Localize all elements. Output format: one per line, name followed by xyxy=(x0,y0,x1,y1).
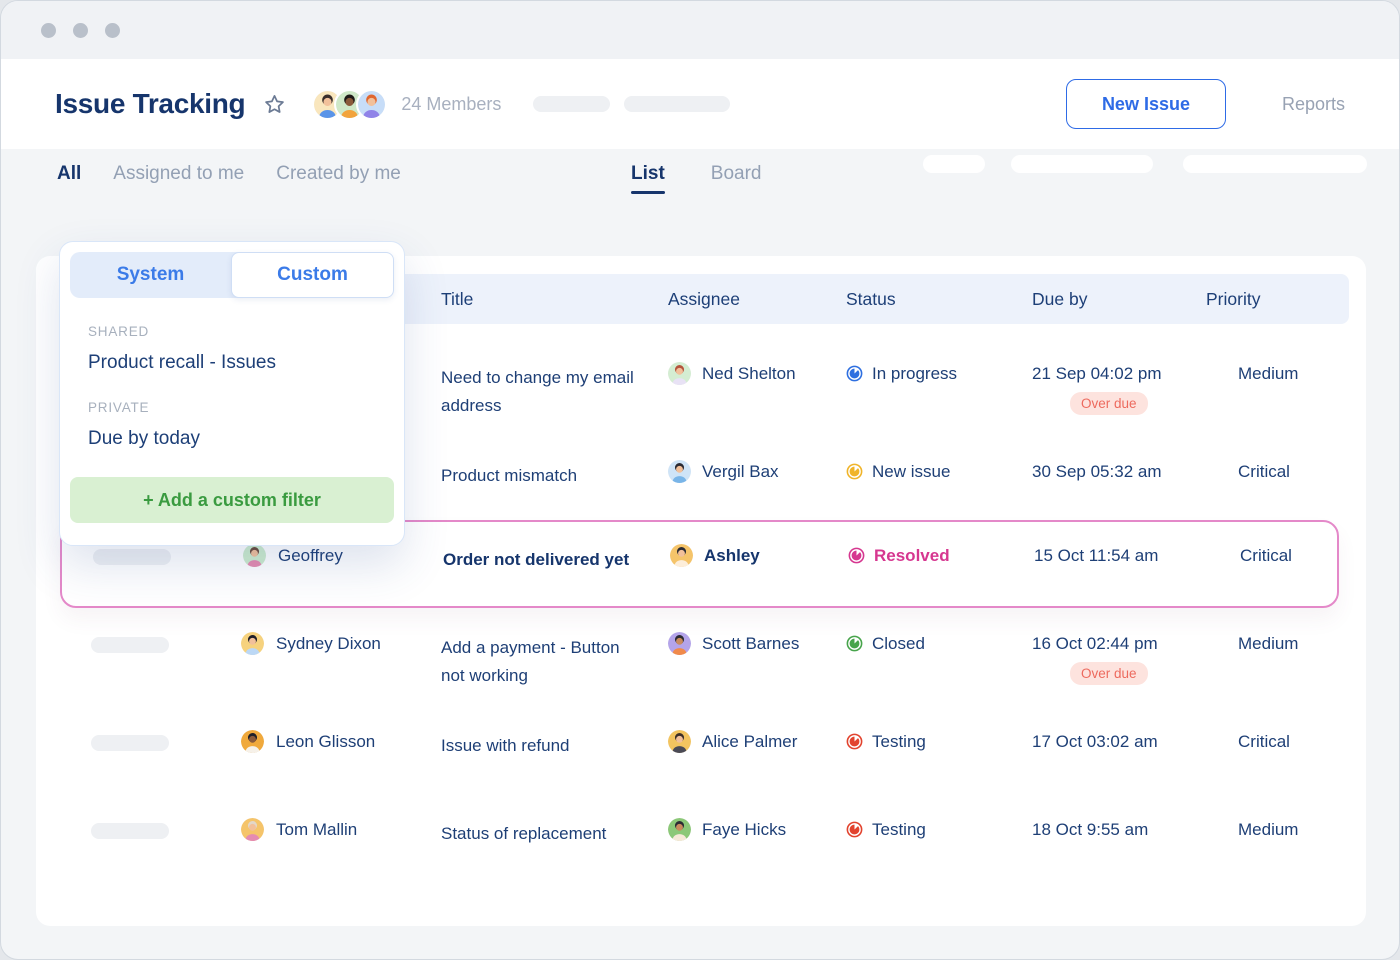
new-issue-button[interactable]: New Issue xyxy=(1065,79,1226,129)
issue-title[interactable]: Need to change my email address xyxy=(441,368,634,415)
status-label: Testing xyxy=(872,820,926,839)
issue-title[interactable]: Order not delivered yet xyxy=(443,550,630,569)
priority-value: Medium xyxy=(1238,364,1299,383)
status-resolved-icon xyxy=(848,547,865,564)
table-row[interactable]: Leon Glisson Issue with refund Alice Pal… xyxy=(60,712,1349,796)
due-date: 17 Oct 03:02 am xyxy=(1032,732,1158,751)
status-label: Testing xyxy=(872,732,926,751)
reporter-name: Leon Glisson xyxy=(276,732,376,751)
due-date: 21 Sep 04:02 pm xyxy=(1032,364,1162,383)
assignee-avatar xyxy=(668,818,691,841)
table-row[interactable]: Product mismatch Vergil Bax New issue 30… xyxy=(60,446,1349,516)
window-dot-3[interactable] xyxy=(105,22,120,38)
assignee-name: Vergil Bax xyxy=(702,462,779,481)
due-date: 15 Oct 11:54 am xyxy=(1034,546,1159,565)
assignee-name: Scott Barnes xyxy=(702,634,800,653)
status-label: New issue xyxy=(872,462,951,481)
skeleton-pill xyxy=(91,823,169,839)
filter-item-due-by-today[interactable]: Due by today xyxy=(88,428,200,449)
assignee-name: Alice Palmer xyxy=(702,732,798,751)
status-label: Closed xyxy=(872,634,925,653)
status-testing-icon xyxy=(846,821,863,838)
column-header-due-by[interactable]: Due by xyxy=(1032,288,1088,309)
skeleton-pill xyxy=(91,637,169,653)
due-date: 16 Oct 02:44 pm xyxy=(1032,634,1158,653)
window-titlebar xyxy=(1,1,1399,59)
table-row[interactable]: Tom Mallin Status of replacement Faye Hi… xyxy=(60,796,1349,882)
toolbar-skeleton-pill xyxy=(923,155,985,173)
tab-system-filters[interactable]: System xyxy=(116,264,185,285)
filter-item-product-recall[interactable]: Product recall - Issues xyxy=(88,352,276,373)
priority-value: Critical xyxy=(1238,462,1290,481)
assignee-name: Ned Shelton xyxy=(702,364,796,383)
filter-type-segmented-control: System Custom xyxy=(70,252,394,298)
overdue-badge: Over due xyxy=(1070,662,1148,685)
issue-title[interactable]: Issue with refund xyxy=(441,736,570,755)
reporter-avatar xyxy=(241,730,264,753)
header-skeleton-pill xyxy=(624,96,731,112)
issue-title[interactable]: Add a payment - Button not working xyxy=(441,638,620,685)
issue-title[interactable]: Product mismatch xyxy=(441,466,578,485)
tab-assigned-to-me[interactable]: Assigned to me xyxy=(113,163,245,184)
tabs-row: All Assigned to me Created by me List Bo… xyxy=(1,149,1399,207)
skeleton-pill xyxy=(91,735,169,751)
column-header-assignee[interactable]: Assignee xyxy=(668,288,740,309)
status-label: In progress xyxy=(872,364,958,383)
tab-all[interactable]: All xyxy=(57,163,82,184)
header-skeleton-pill xyxy=(533,96,611,112)
shared-section-label: SHARED xyxy=(88,324,150,339)
reporter-name: Geoffrey xyxy=(278,546,343,565)
filters-popup: System Custom SHARED Product recall - Is… xyxy=(59,241,405,546)
window-dot-1[interactable] xyxy=(41,22,56,38)
table-row[interactable]: Sydney Dixon Add a payment - Button not … xyxy=(60,608,1349,712)
tab-board-view[interactable]: Board xyxy=(710,163,762,184)
status-testing-icon xyxy=(846,733,863,750)
reporter-avatar xyxy=(241,632,264,655)
tab-created-by-me[interactable]: Created by me xyxy=(276,163,401,184)
add-custom-filter-button[interactable]: + Add a custom filter xyxy=(70,477,394,523)
assignee-avatar xyxy=(670,544,693,567)
due-date: 18 Oct 9:55 am xyxy=(1032,820,1149,839)
app-header: Issue Tracking 24 Members New Issue Repo… xyxy=(1,59,1399,149)
priority-value: Medium xyxy=(1238,820,1299,839)
assignee-name: Ashley xyxy=(704,546,760,565)
status-closed-icon xyxy=(846,635,863,652)
members-count: 24 Members xyxy=(401,93,502,114)
reporter-name: Sydney Dixon xyxy=(276,634,381,653)
due-date: 30 Sep 05:32 am xyxy=(1032,462,1162,481)
column-header-status[interactable]: Status xyxy=(846,288,896,309)
status-in-progress-icon xyxy=(846,365,863,382)
member-avatars[interactable] xyxy=(312,88,388,120)
column-header-title[interactable]: Title xyxy=(441,288,474,309)
skeleton-pill xyxy=(93,549,171,565)
assignee-avatar xyxy=(668,362,691,385)
priority-value: Critical xyxy=(1238,732,1290,751)
private-section-label: PRIVATE xyxy=(88,400,150,415)
reporter-avatar xyxy=(243,544,266,567)
toolbar-skeleton-pill xyxy=(1183,155,1367,173)
toolbar-skeleton-pill xyxy=(1011,155,1153,173)
status-label: Resolved xyxy=(874,546,950,565)
assignee-avatar xyxy=(668,460,691,483)
tab-custom-filters[interactable]: Custom xyxy=(231,252,394,298)
favorite-star-icon[interactable] xyxy=(263,93,286,116)
priority-value: Medium xyxy=(1238,634,1299,653)
status-new-issue-icon xyxy=(846,463,863,480)
column-header-priority[interactable]: Priority xyxy=(1206,288,1261,309)
tab-list-view[interactable]: List xyxy=(631,163,665,194)
overdue-badge: Over due xyxy=(1070,392,1148,415)
assignee-avatar xyxy=(668,632,691,655)
member-avatar xyxy=(356,88,388,120)
assignee-name: Faye Hicks xyxy=(702,820,787,839)
reports-link[interactable]: Reports xyxy=(1281,93,1345,114)
issue-title[interactable]: Status of replacement xyxy=(441,824,607,843)
priority-value: Critical xyxy=(1240,546,1292,565)
reporter-avatar xyxy=(241,818,264,841)
page-title: Issue Tracking xyxy=(55,88,246,119)
table-body: Need to change my email address Ned Shel… xyxy=(60,324,1349,882)
window-dot-2[interactable] xyxy=(73,22,88,38)
reporter-name: Tom Mallin xyxy=(276,820,358,839)
assignee-avatar xyxy=(668,730,691,753)
